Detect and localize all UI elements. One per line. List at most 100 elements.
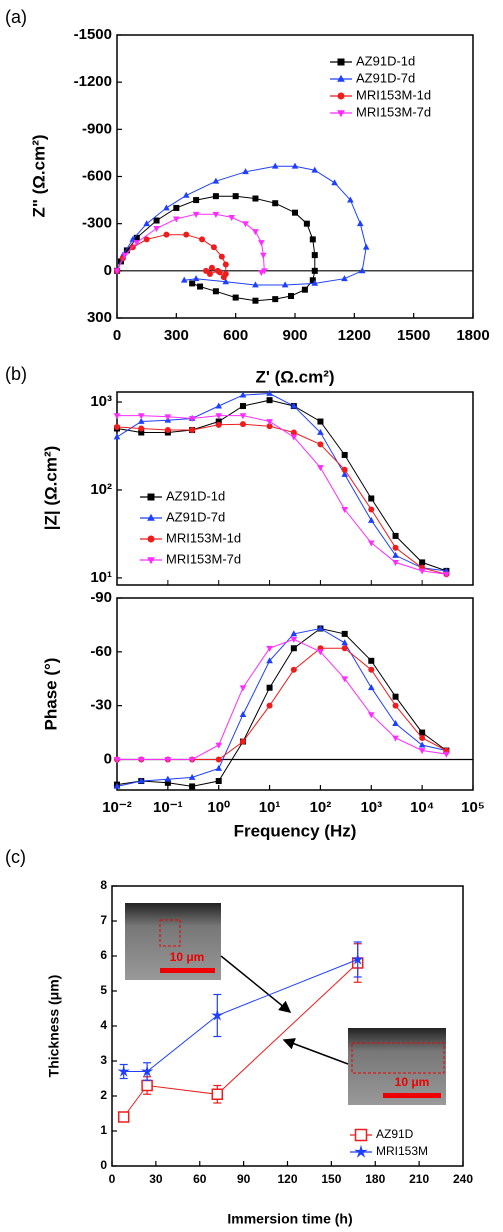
marker [215, 778, 222, 785]
x-tick-label: 1200 [338, 327, 371, 344]
marker [192, 211, 200, 218]
marker [113, 757, 121, 764]
y-tick-label: 8 [100, 878, 107, 892]
y-tick-label: 5 [100, 983, 107, 997]
marker [367, 516, 375, 523]
x-tick-label: 0 [113, 327, 121, 344]
marker [215, 421, 222, 428]
x-tick-label: 0 [109, 1172, 116, 1186]
x-tick-label: 10⁻¹ [153, 799, 183, 816]
marker [242, 221, 249, 228]
x-tick-label: 30 [149, 1172, 163, 1186]
marker [214, 267, 221, 274]
marker [189, 783, 196, 790]
legend-label: AZ91D-7d [356, 70, 415, 85]
x-tick-label: 300 [164, 327, 189, 344]
x-tick-label: 10⁵ [461, 799, 485, 816]
marker [212, 177, 220, 184]
marker [239, 738, 246, 745]
x-tick-label: 10³ [360, 799, 382, 816]
y-tick-label: 4 [100, 1018, 107, 1032]
marker [232, 193, 239, 200]
marker [252, 297, 259, 304]
scale-bar [160, 968, 215, 973]
legend-label: AZ91D-1d [166, 488, 225, 503]
y-tick-label: -1500 [74, 26, 112, 43]
y-axis-label: |Z| (Ω.cm²) [41, 446, 60, 531]
marker [133, 234, 140, 241]
marker [290, 402, 298, 409]
inset-image [348, 1028, 446, 1105]
marker [215, 742, 223, 749]
legend-label: MRI153M-1d [166, 530, 241, 545]
marker [337, 74, 345, 82]
marker [147, 513, 155, 521]
marker [137, 757, 145, 764]
marker [164, 427, 171, 434]
marker [153, 217, 160, 224]
y-tick-label: 0 [104, 262, 112, 279]
y-tick-label: -1200 [74, 73, 112, 90]
series-line [117, 638, 447, 760]
y-tick-label: -300 [82, 215, 112, 232]
marker [341, 507, 348, 514]
marker [341, 639, 348, 646]
marker [123, 247, 130, 254]
marker [337, 92, 345, 100]
legend-label: MRI153M [376, 1144, 428, 1158]
marker [418, 568, 426, 575]
marker [114, 423, 120, 430]
marker [347, 196, 354, 203]
marker [337, 110, 345, 118]
marker [266, 657, 273, 664]
y-tick-label: 10¹ [90, 569, 112, 586]
marker [143, 220, 150, 227]
panel-label: (c) [5, 847, 26, 867]
marker [367, 684, 375, 691]
marker [215, 764, 223, 771]
marker [419, 729, 426, 736]
marker [392, 532, 399, 539]
y-tick-label: 10² [90, 481, 112, 498]
x-tick-label: 1500 [397, 327, 430, 344]
series-line [116, 165, 367, 286]
marker [141, 1079, 153, 1092]
legend-label: AZ91D-1d [356, 53, 415, 68]
marker [311, 267, 318, 274]
marker [222, 278, 230, 285]
marker [192, 275, 200, 282]
x-tick-label: 900 [282, 327, 307, 344]
marker [193, 197, 200, 204]
y-tick-label: 0 [100, 1158, 107, 1172]
y-tick-label: 7 [100, 913, 107, 927]
marker [290, 630, 298, 637]
marker [392, 702, 399, 709]
marker [199, 236, 206, 243]
marker [351, 953, 364, 965]
x-tick-label: 10⁴ [410, 799, 434, 816]
marker [188, 757, 196, 764]
marker [164, 757, 172, 764]
scale-bar [383, 1093, 441, 1098]
marker [301, 286, 308, 293]
legend-label: MRI153M-7d [356, 104, 431, 119]
marker [164, 414, 172, 421]
marker [188, 773, 196, 780]
y-tick-label: 1 [100, 1123, 107, 1137]
marker [309, 277, 316, 284]
marker [419, 559, 426, 566]
marker [266, 389, 273, 396]
marker [163, 204, 170, 211]
marker [239, 711, 247, 718]
marker [317, 465, 324, 472]
legend-label: AZ91D-7d [166, 509, 225, 524]
marker [341, 645, 348, 652]
marker [212, 193, 219, 200]
marker [258, 240, 265, 247]
marker [252, 195, 259, 202]
marker [239, 413, 247, 420]
marker [341, 676, 348, 683]
x-axis-label: Immersion time (h) [227, 1211, 352, 1227]
marker [368, 666, 375, 673]
marker [260, 252, 267, 259]
